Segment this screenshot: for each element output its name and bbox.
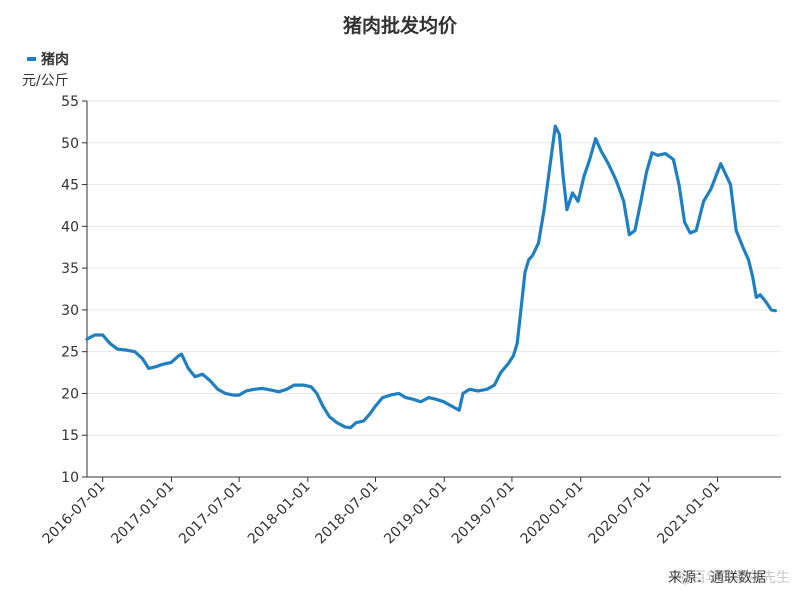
x-tick-label: 2018-01-01 [245,479,314,548]
x-tick-label: 2017-01-01 [108,479,177,548]
y-unit-label: 元/公斤 [22,73,69,89]
x-tick-label: 2020-01-01 [518,479,587,548]
y-tick-label: 10 [61,470,79,486]
x-tick-label: 2020-07-01 [586,479,655,548]
y-tick-label: 50 [61,136,79,152]
watermark: @百年的菲尔先生 [678,570,790,586]
x-tick-label: 2019-07-01 [449,479,518,548]
x-tick-label: 2016-07-01 [40,479,109,548]
y-tick-label: 25 [61,345,79,361]
y-tick-label: 40 [61,219,79,235]
legend-swatch [27,57,36,61]
y-tick-label: 55 [61,94,79,110]
x-tick-label: 2021-01-01 [654,479,723,548]
source-note: 来源：通联数据 [668,570,766,586]
x-tick-label: 2018-07-01 [312,479,381,548]
x-tick-label: 2019-01-01 [381,479,450,548]
y-tick-label: 20 [61,386,79,402]
chart-title: 猪肉批发均价 [342,14,458,37]
series-line [85,124,778,430]
y-tick-label: 30 [61,303,79,319]
plot-area [85,124,778,430]
y-tick-label: 35 [61,261,79,277]
y-tick-label: 15 [61,428,79,444]
y-tick-label: 45 [61,178,79,194]
legend: 猪肉 [27,51,69,68]
gridlines [87,100,781,436]
x-tick-label: 2017-07-01 [176,479,245,548]
axes [86,101,781,478]
legend-label: 猪肉 [40,51,69,68]
y-axis-ticks: 10 15 20 25 30 35 40 45 50 55 [61,94,87,486]
